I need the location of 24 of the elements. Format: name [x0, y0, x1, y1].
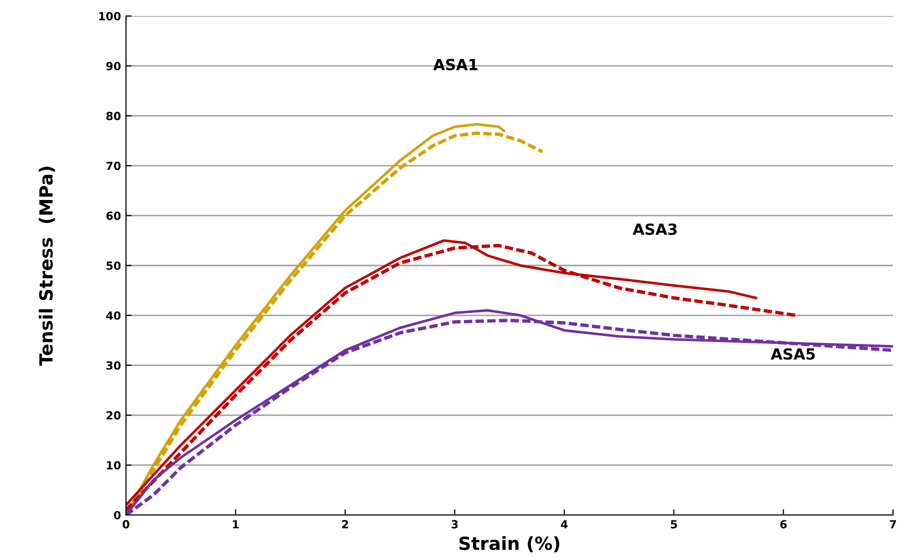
y-tick-label: 10	[106, 461, 121, 470]
x-tick-label: 7	[890, 520, 896, 528]
y-tick-label: 20	[106, 411, 121, 420]
y-tick-label: 90	[106, 62, 121, 70]
x-tick-label: 3	[452, 520, 458, 528]
y-tick-label: 70	[106, 162, 121, 170]
y-tick-label: 30	[106, 361, 121, 370]
x-tick-label: 0	[122, 520, 130, 528]
y-tick-label: 0	[114, 510, 121, 520]
y-tick-label: 50	[106, 261, 121, 270]
y-tick-label: 80	[106, 112, 121, 120]
x-tick-label: 4	[560, 520, 568, 528]
x-tick-label: 5	[670, 520, 677, 528]
y-axis-title: Tensil Stress (MPa)	[38, 166, 55, 366]
x-tick-label: 2	[342, 520, 348, 528]
annotation: ASA1	[433, 58, 478, 70]
x-tick-label: 1	[232, 520, 239, 528]
x-axis-title: Strain (%)	[459, 536, 560, 552]
y-tick-label: 60	[106, 212, 121, 220]
x-tick-label: 6	[780, 520, 787, 528]
annotation: ASA3	[632, 223, 677, 236]
y-tick-label: 40	[106, 311, 121, 320]
y-tick-label: 100	[99, 12, 121, 20]
annotation: ASA5	[770, 348, 815, 360]
